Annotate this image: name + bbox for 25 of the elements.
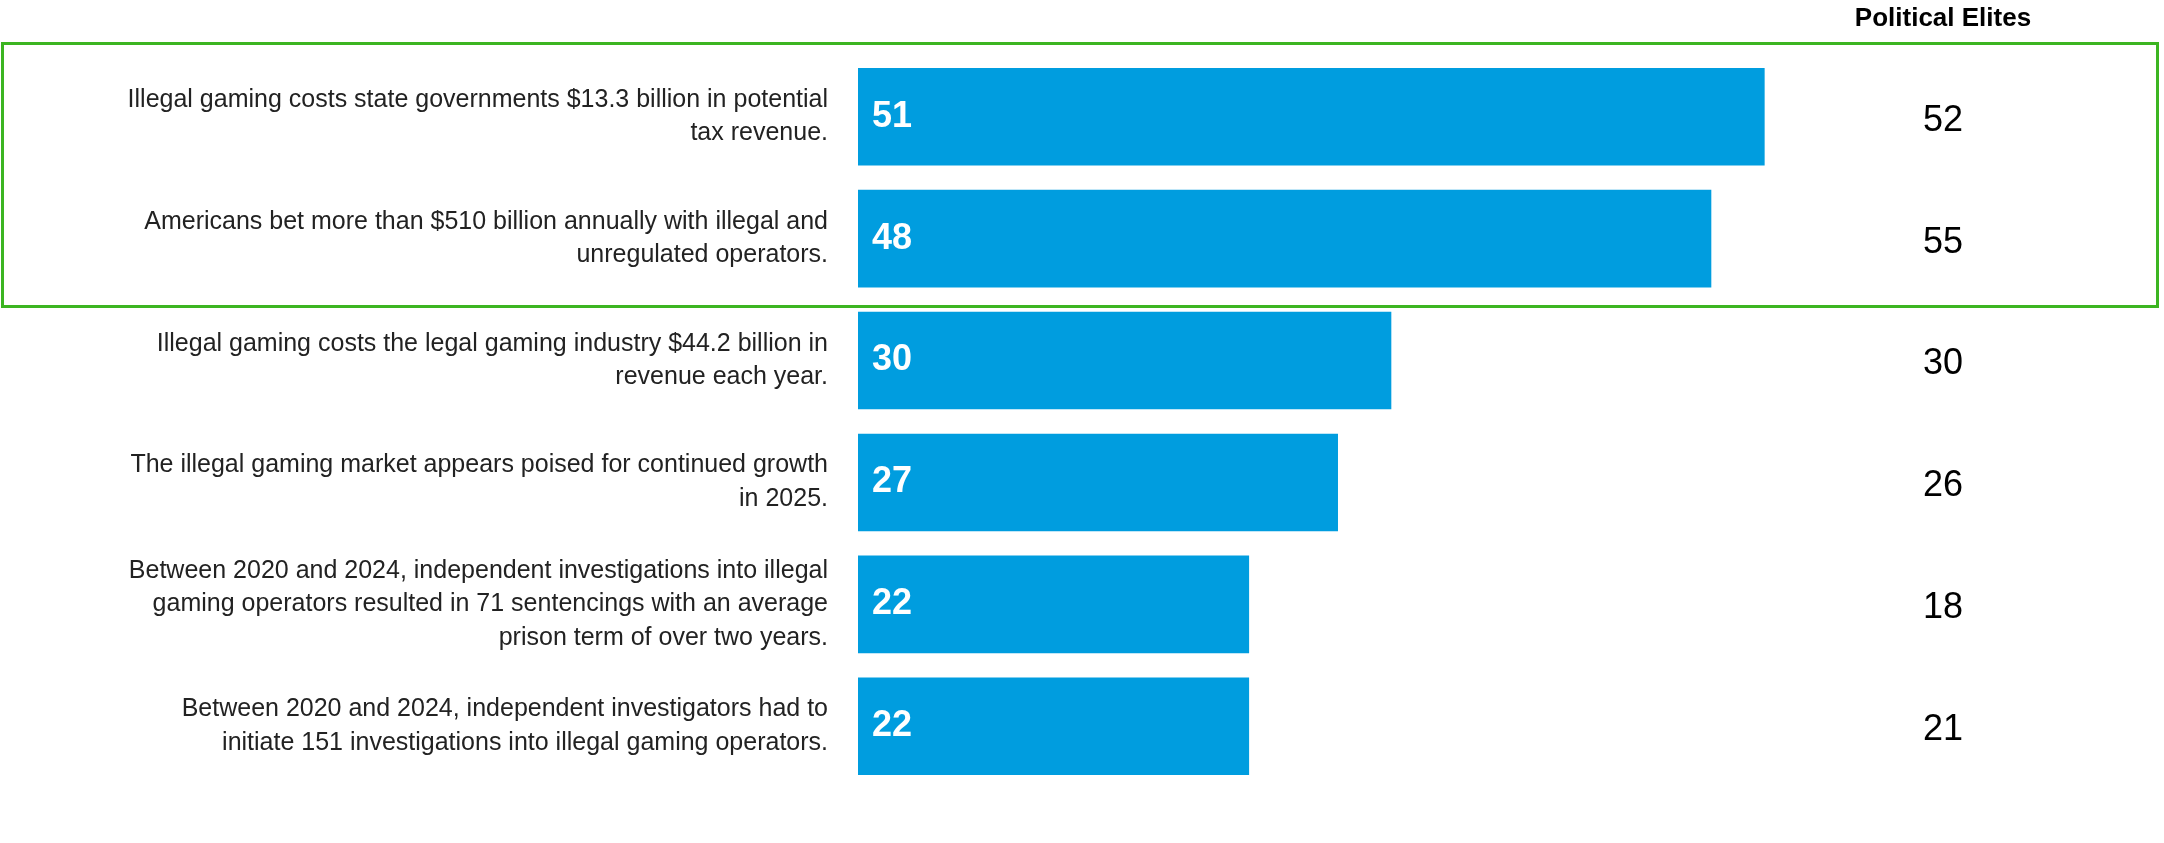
text: 55 [1922,219,1964,261]
data-label: 27 [872,459,913,501]
text: 26 [1922,463,1964,505]
data-label: 30 [872,337,913,379]
data-label: 22 [872,703,913,745]
y-tick-label: Between 2020 and 2024, independent investigators had to initiate 151 investigations into illegal gaming operators. [181,693,828,756]
bar [858,555,1250,654]
data-label: 22 [872,581,913,623]
bar [858,189,1712,288]
y-tick-label: Americans bet more than $510 billion annually with illegal and unregulated operators. [144,205,828,268]
y-tick-label: Illegal gaming costs the legal gaming industry $44.2 billion in revenue each year. [156,327,828,390]
bar [858,67,1765,166]
text: 30 [1922,341,1964,383]
y-tick-label: Illegal gaming costs state governments $13.3 billion in potential tax revenue. [127,83,828,146]
text: Political Elites [1854,2,2032,33]
text: 52 [1922,97,1964,139]
text: 21 [1922,707,1964,749]
y-tick-label: The illegal gaming market appears poised for continued growth in 2025. [130,449,828,512]
data-label: 51 [872,93,913,135]
bar [858,311,1392,410]
bar [858,433,1338,532]
data-label: 48 [872,215,913,257]
y-tick-label: Between 2020 and 2024, independent investigations into illegal gaming operators resulted in 71 sentencings with an average prison term of over two years. [128,554,828,651]
bar [858,677,1250,776]
text: 18 [1922,585,1964,627]
